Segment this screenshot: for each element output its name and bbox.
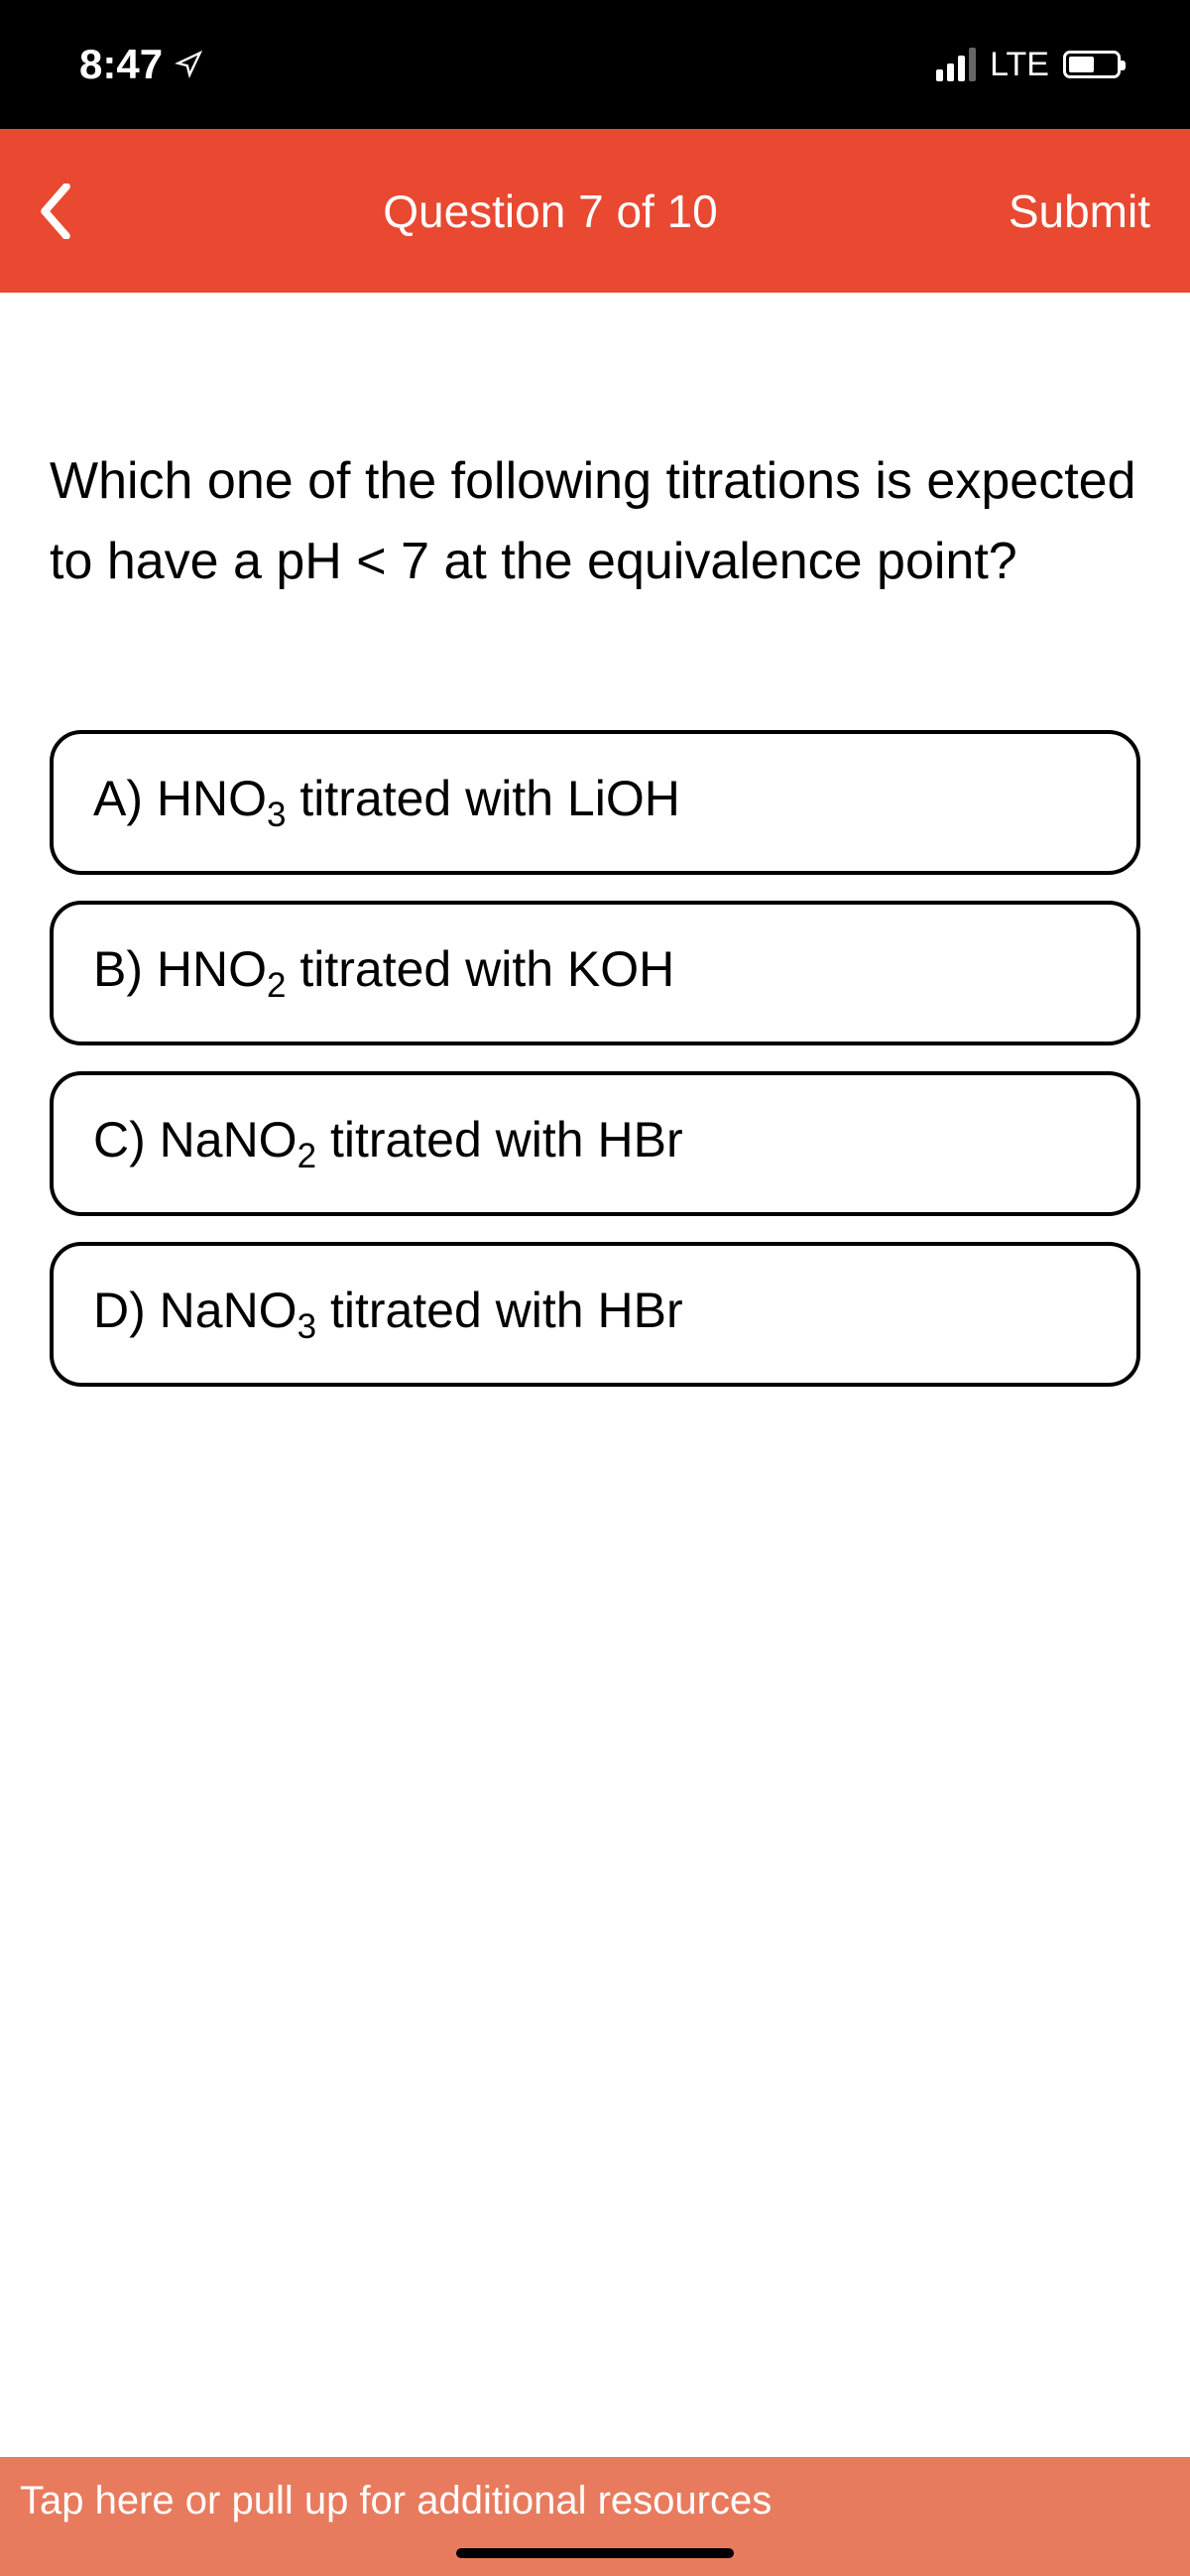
option-a-sub: 3 [267,796,286,834]
page-title: Question 7 of 10 [109,184,992,238]
option-a[interactable]: A) HNO3 titrated with LiOH [50,730,1140,875]
options-list: A) HNO3 titrated with LiOH B) HNO2 titra… [50,730,1140,1387]
option-a-prefix: A) HNO [93,771,267,826]
option-d[interactable]: D) NaNO3 titrated with HBr [50,1242,1140,1387]
resources-drawer[interactable]: Tap here or pull up for additional resou… [0,2457,1190,2576]
submit-button[interactable]: Submit [992,184,1150,238]
chevron-left-icon [40,184,71,239]
option-d-sub: 3 [298,1307,316,1346]
status-time: 8:47 [79,41,163,88]
signal-icon [936,48,976,81]
nav-bar: Question 7 of 10 Submit [0,129,1190,293]
network-label: LTE [990,46,1049,84]
status-bar: 8:47 LTE [0,0,1190,129]
option-c-prefix: C) NaNO [93,1112,298,1167]
question-text: Which one of the following titrations is… [50,441,1140,601]
option-a-suffix: titrated with LiOH [286,771,679,826]
status-left: 8:47 [79,41,202,88]
option-d-suffix: titrated with HBr [316,1283,683,1338]
option-b-prefix: B) HNO [93,941,267,997]
status-right: LTE [936,46,1121,84]
option-c-suffix: titrated with HBr [316,1112,683,1167]
battery-icon [1063,51,1121,78]
option-b-suffix: titrated with KOH [286,941,674,997]
back-button[interactable] [40,184,109,239]
option-b[interactable]: B) HNO2 titrated with KOH [50,901,1140,1045]
option-d-prefix: D) NaNO [93,1283,298,1338]
content-area: Which one of the following titrations is… [0,293,1190,1387]
home-indicator[interactable] [456,2548,734,2558]
option-c-sub: 2 [298,1137,316,1175]
option-b-sub: 2 [267,966,286,1005]
resources-label: Tap here or pull up for additional resou… [20,2479,772,2523]
location-icon [175,41,202,88]
option-c[interactable]: C) NaNO2 titrated with HBr [50,1071,1140,1216]
